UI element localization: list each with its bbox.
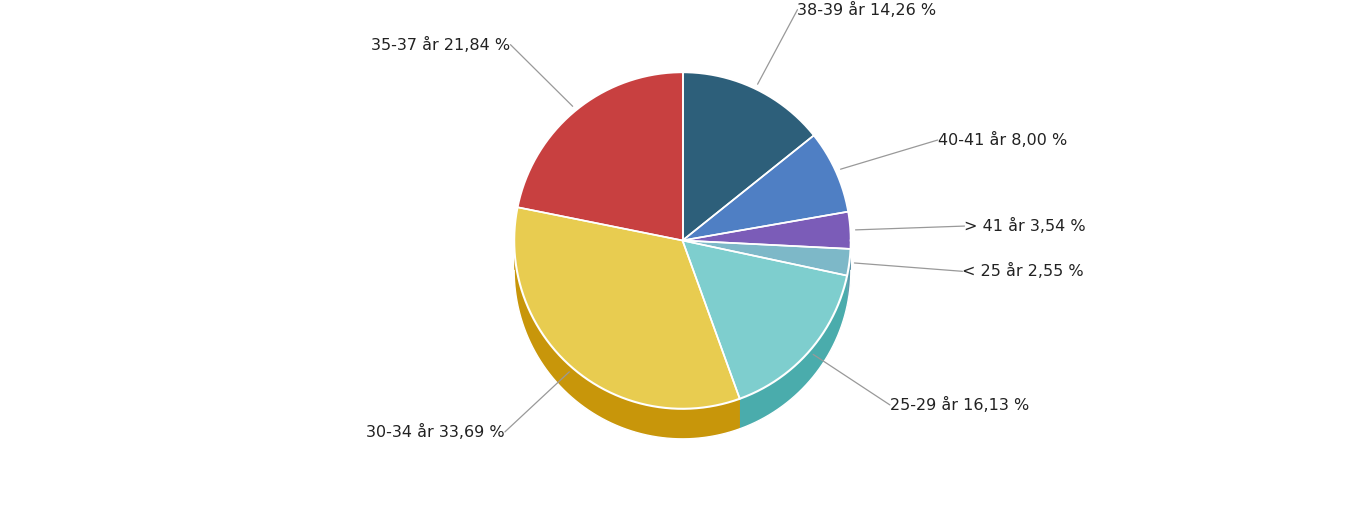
Polygon shape	[682, 212, 850, 249]
Text: 40-41 år 8,00 %: 40-41 år 8,00 %	[938, 132, 1067, 148]
Polygon shape	[682, 241, 848, 306]
Polygon shape	[848, 249, 850, 306]
Text: 35-37 år 21,84 %: 35-37 år 21,84 %	[371, 37, 511, 53]
Polygon shape	[682, 241, 850, 279]
Polygon shape	[682, 72, 814, 241]
Text: > 41 år 3,54 %: > 41 år 3,54 %	[965, 218, 1087, 234]
Text: 30-34 år 33,69 %: 30-34 år 33,69 %	[366, 424, 505, 440]
Text: < 25 år 2,55 %: < 25 år 2,55 %	[962, 263, 1084, 280]
Polygon shape	[682, 241, 848, 306]
Polygon shape	[515, 207, 740, 409]
Polygon shape	[515, 241, 740, 439]
Polygon shape	[682, 241, 850, 275]
Polygon shape	[740, 275, 848, 429]
Text: 25-29 år 16,13 %: 25-29 år 16,13 %	[890, 397, 1029, 413]
Polygon shape	[517, 72, 682, 241]
Polygon shape	[682, 135, 848, 241]
Polygon shape	[682, 241, 850, 279]
Polygon shape	[682, 241, 740, 429]
Polygon shape	[682, 241, 740, 429]
Polygon shape	[682, 241, 848, 399]
Text: 38-39 år 14,26 %: 38-39 år 14,26 %	[797, 2, 936, 17]
